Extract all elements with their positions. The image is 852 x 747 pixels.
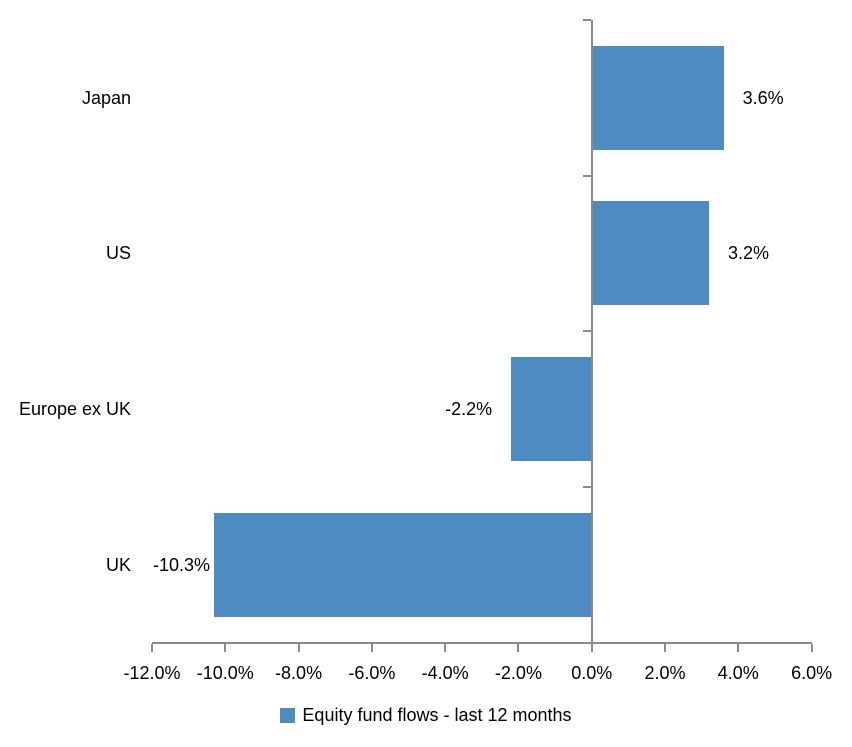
y-axis-tick — [582, 174, 591, 177]
legend: Equity fund flows - last 12 months — [0, 703, 852, 727]
x-tick-label: 2.0% — [644, 663, 686, 683]
y-axis-tick — [582, 330, 591, 333]
x-axis-tick — [664, 643, 667, 652]
x-axis-tick — [370, 643, 373, 652]
category-label: Europe ex UK — [18, 399, 131, 420]
bar-japan — [591, 45, 724, 150]
legend-label: Equity fund flows - last 12 months — [302, 705, 572, 725]
data-label: 3.2% — [727, 243, 770, 264]
category-label: Japan — [81, 87, 131, 108]
data-label: 3.6% — [742, 87, 784, 108]
y-axis-line — [590, 20, 593, 652]
legend-swatch-icon — [280, 707, 296, 723]
x-axis-tick — [297, 643, 300, 652]
x-axis-line — [152, 641, 812, 644]
x-tick-label: -4.0% — [421, 663, 469, 683]
category-label: UK — [105, 554, 131, 575]
y-axis-tick — [582, 19, 591, 21]
y-axis-tick — [582, 485, 591, 488]
x-tick-label: 4.0% — [717, 663, 759, 683]
x-tick-label: 0.0% — [571, 663, 613, 683]
x-axis-tick — [737, 643, 740, 652]
x-tick-label: -10.0% — [196, 663, 254, 683]
bar-europe-ex-uk — [511, 357, 592, 462]
x-axis-tick — [151, 643, 153, 652]
x-axis-tick — [590, 643, 593, 652]
data-label: -2.2% — [445, 399, 493, 420]
x-tick-label: -2.0% — [494, 663, 542, 683]
bar-us — [591, 201, 709, 306]
data-label: -10.3% — [153, 554, 211, 575]
x-tick-label: -8.0% — [275, 663, 323, 683]
x-tick-label: -12.0% — [123, 663, 181, 683]
x-tick-label: 6.0% — [791, 663, 833, 683]
bar-uk — [214, 512, 592, 617]
x-axis-tick — [444, 643, 447, 652]
x-axis-tick — [810, 643, 813, 652]
x-axis-tick — [517, 643, 520, 652]
category-label: US — [105, 243, 131, 264]
x-axis-tick — [224, 643, 227, 652]
x-tick-label: -6.0% — [348, 663, 396, 683]
